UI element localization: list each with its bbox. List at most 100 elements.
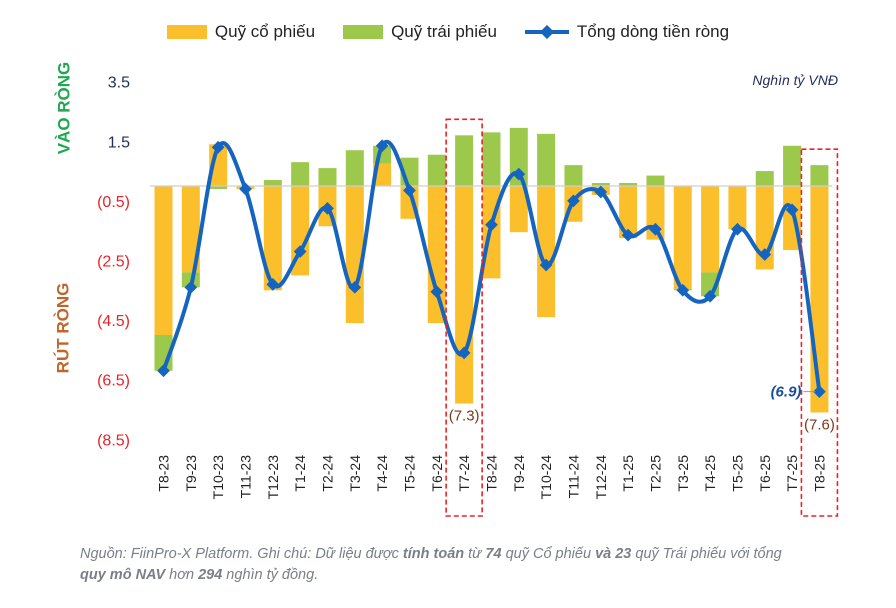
bar-stock <box>619 186 638 239</box>
x-tick-label: T6-25 <box>757 455 773 492</box>
footnote-segment: Nguồn: FiinPro-X Platform. Ghi chú: Dữ l… <box>80 546 403 562</box>
line-marker <box>266 277 280 291</box>
bar-stock <box>728 186 747 230</box>
y-tick-label: 1.5 <box>108 134 130 151</box>
bar-bond <box>482 132 501 186</box>
x-tick-label: T5-24 <box>401 455 417 492</box>
footnote-segment: quỹ Trái phiếu với tổng <box>631 546 782 562</box>
footnote-segment: hơn <box>165 567 199 583</box>
x-tick-label: T8-25 <box>811 455 827 492</box>
footnote-segment: nghìn tỷ đồng. <box>222 567 319 583</box>
footnote: Nguồn: FiinPro-X Platform. Ghi chú: Dữ l… <box>80 544 800 586</box>
x-tick-label: T10-24 <box>538 455 554 500</box>
bar-bond <box>318 168 337 186</box>
line-marker <box>457 346 471 360</box>
x-tick-label: T8-24 <box>483 455 499 492</box>
line-marker <box>321 201 334 215</box>
footnote-segment: và 23 <box>595 546 632 562</box>
legend-swatch-total <box>524 25 569 39</box>
bar-bond <box>783 145 802 186</box>
line-marker <box>375 139 389 153</box>
legend-label: Quỹ cổ phiếu <box>214 22 316 41</box>
line-marker <box>184 280 198 294</box>
bar-stock <box>537 186 556 318</box>
bar-bond <box>537 133 556 186</box>
footnote-segment: tính toán <box>402 546 465 562</box>
x-tick-label: T5-25 <box>729 455 745 492</box>
highlight-box <box>445 118 483 517</box>
x-tick-label: T4-24 <box>374 455 390 492</box>
bar-stock <box>455 186 474 404</box>
x-tick-label: T3-24 <box>347 455 363 492</box>
legend-item-bond: Quỹ trái phiếu <box>343 22 497 42</box>
bar-bond <box>755 171 774 186</box>
bar-bond <box>209 186 228 189</box>
bar-bond <box>345 150 364 186</box>
legend-swatch-stock <box>166 25 207 39</box>
line-marker <box>403 184 416 197</box>
bar-bond <box>427 154 446 186</box>
bar-stock <box>263 186 282 291</box>
x-tick-label: T11-24 <box>565 455 581 499</box>
footnote-segment: quy mô NAV <box>80 567 166 583</box>
x-tick-label: T1-24 <box>292 455 308 492</box>
bar-stock <box>509 186 528 233</box>
x-tick-label: T6-24 <box>429 455 445 492</box>
x-tick-label: T2-24 <box>319 455 335 492</box>
legend-swatch-bond <box>343 25 384 39</box>
x-tick-label: T9-24 <box>511 455 527 492</box>
data-label: (7.6) <box>804 416 835 433</box>
y-tick-label: (2.5) <box>97 254 130 271</box>
bar-stock <box>673 186 692 289</box>
x-tick-label: T12-24 <box>593 455 609 500</box>
line-marker <box>239 182 252 196</box>
bar-bond <box>263 180 282 186</box>
x-tick-label: T9-23 <box>183 455 199 492</box>
legend-label: Tổng dòng tiền ròng <box>576 22 730 41</box>
footnote-segment: từ <box>464 546 486 562</box>
bar-stock <box>701 186 720 273</box>
x-tick-label: T7-25 <box>784 455 800 492</box>
legend: Quỹ cổ phiếu Quỹ trái phiếu Tổng dòng ti… <box>0 22 896 42</box>
bar-bond <box>291 162 310 186</box>
bar-bond <box>810 165 829 186</box>
bar-bond <box>564 165 583 186</box>
legend-label: Quỹ trái phiếu <box>391 22 497 41</box>
bar-bond <box>591 183 610 186</box>
x-tick-label: T1-25 <box>620 455 636 492</box>
y-tick-label: (0.5) <box>97 194 130 211</box>
line-marker <box>211 140 225 154</box>
y-tick-label: 3.5 <box>108 75 130 92</box>
line-marker <box>293 245 307 258</box>
legend-item-total: Tổng dòng tiền ròng <box>524 22 730 42</box>
x-tick-label: T7-24 <box>456 455 472 492</box>
x-tick-label: T3-25 <box>675 455 691 492</box>
bar-stock <box>427 186 446 324</box>
bar-stock <box>181 186 200 273</box>
y-tick-label: (4.5) <box>97 313 130 330</box>
x-tick-label: T11-23 <box>237 455 253 499</box>
bar-stock <box>154 186 173 335</box>
line-marker <box>430 285 444 299</box>
x-tick-label: T10-23 <box>210 455 226 500</box>
y-tick-label: (6.5) <box>97 373 130 390</box>
footnote-segment: quỹ Cổ phiếu <box>501 546 596 562</box>
highlight-box <box>800 148 839 517</box>
data-label: (6.9) <box>771 384 802 401</box>
x-tick-label: T4-25 <box>702 455 718 492</box>
data-label: (7.3) <box>449 408 480 425</box>
x-tick-label: T8-23 <box>156 455 172 492</box>
x-tick-label: T2-25 <box>647 455 663 492</box>
bar-bond <box>619 183 638 186</box>
x-tick-label: T12-23 <box>265 455 281 500</box>
unit-label: Nghìn tỷ VNĐ <box>752 72 838 88</box>
line-marker <box>348 280 362 294</box>
footnote-segment: 74 <box>485 546 502 562</box>
line-marker <box>157 364 170 378</box>
bar-bond <box>455 135 474 186</box>
line-marker <box>485 218 498 232</box>
bar-bond <box>646 175 665 186</box>
y-tick-label: (8.5) <box>97 432 130 449</box>
legend-item-stock: Quỹ cổ phiếu <box>166 22 316 42</box>
